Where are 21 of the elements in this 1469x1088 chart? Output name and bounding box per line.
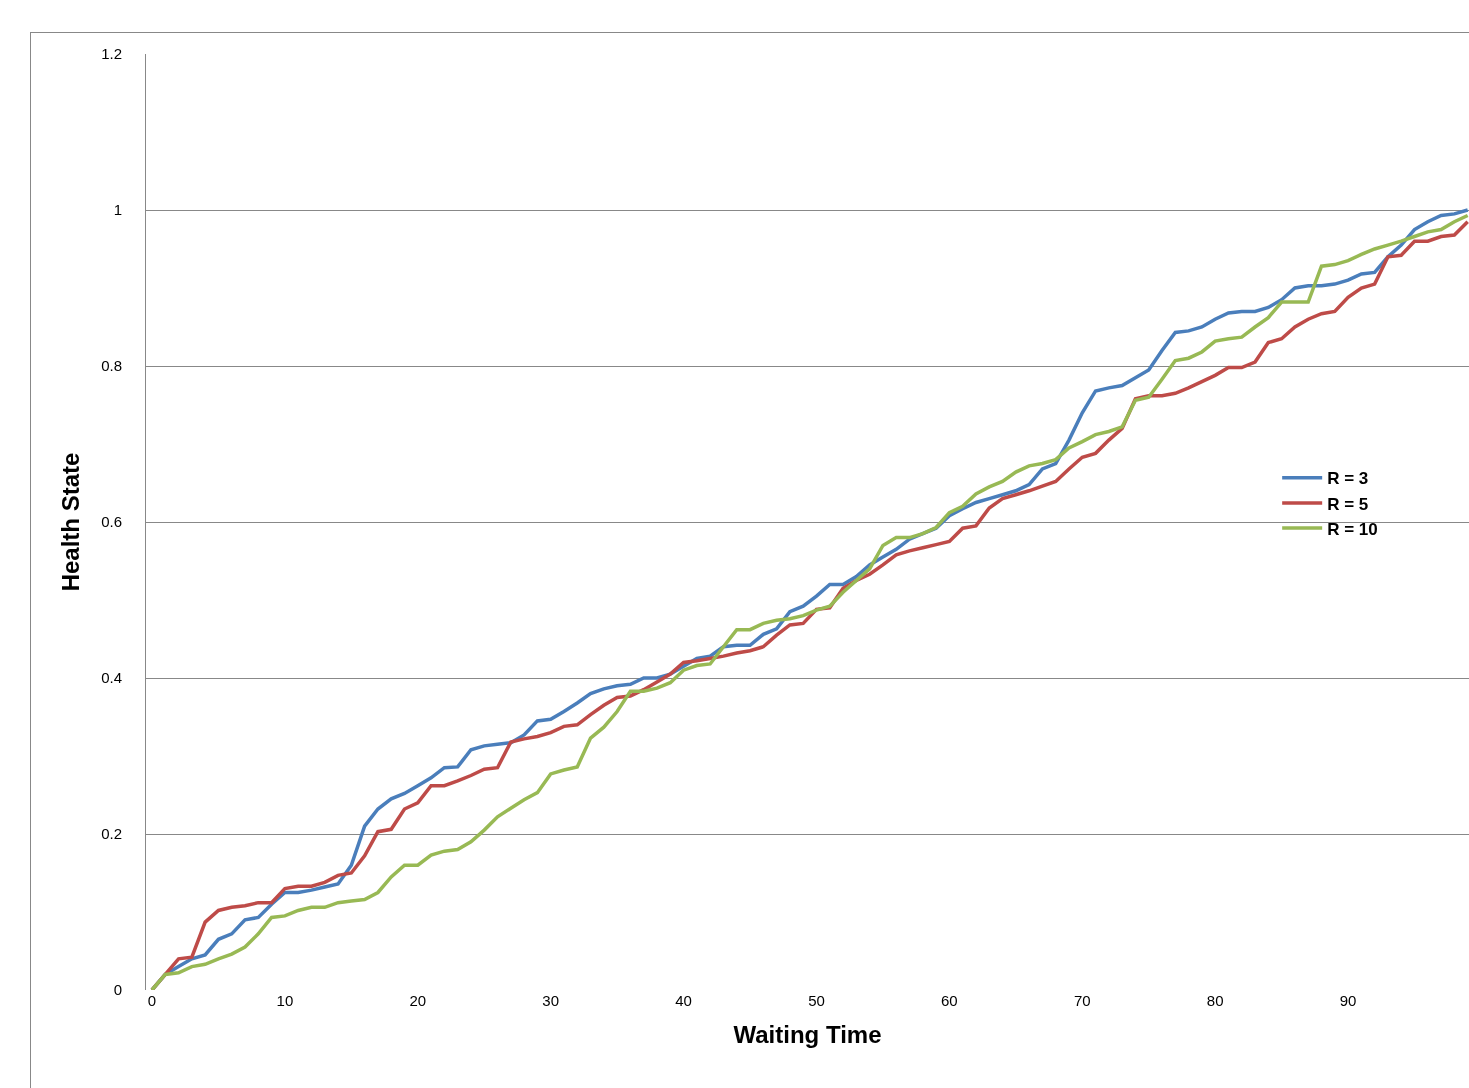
x-tick-label: 60 [941,992,958,1009]
legend-label: R = 10 [1327,519,1378,539]
x-tick-label: 50 [808,992,825,1009]
legend-label: R = 5 [1327,494,1369,514]
legend-label: R = 3 [1327,469,1369,489]
y-tick-label: 0.2 [101,825,122,843]
y-axis-title: Health State [57,452,85,592]
x-tick-label: 0 [147,992,157,1009]
y-tick-label: 0.8 [101,357,122,375]
y-tick-label: 1.2 [101,45,122,63]
x-tick-label: 80 [1206,992,1224,1009]
x-tick-label: 10 [276,992,294,1009]
y-tick-label: 0.4 [101,669,122,687]
x-tick-label: 90 [1339,992,1357,1009]
x-tick-label: 30 [542,992,560,1009]
y-tick-label: 1 [113,201,122,219]
x-tick-label: 20 [409,992,427,1009]
x-tick-label: 70 [1073,992,1091,1009]
x-axis-title: Waiting Time [733,1021,882,1049]
x-tick-label: 40 [675,992,692,1009]
y-tick-label: 0.6 [101,513,122,531]
